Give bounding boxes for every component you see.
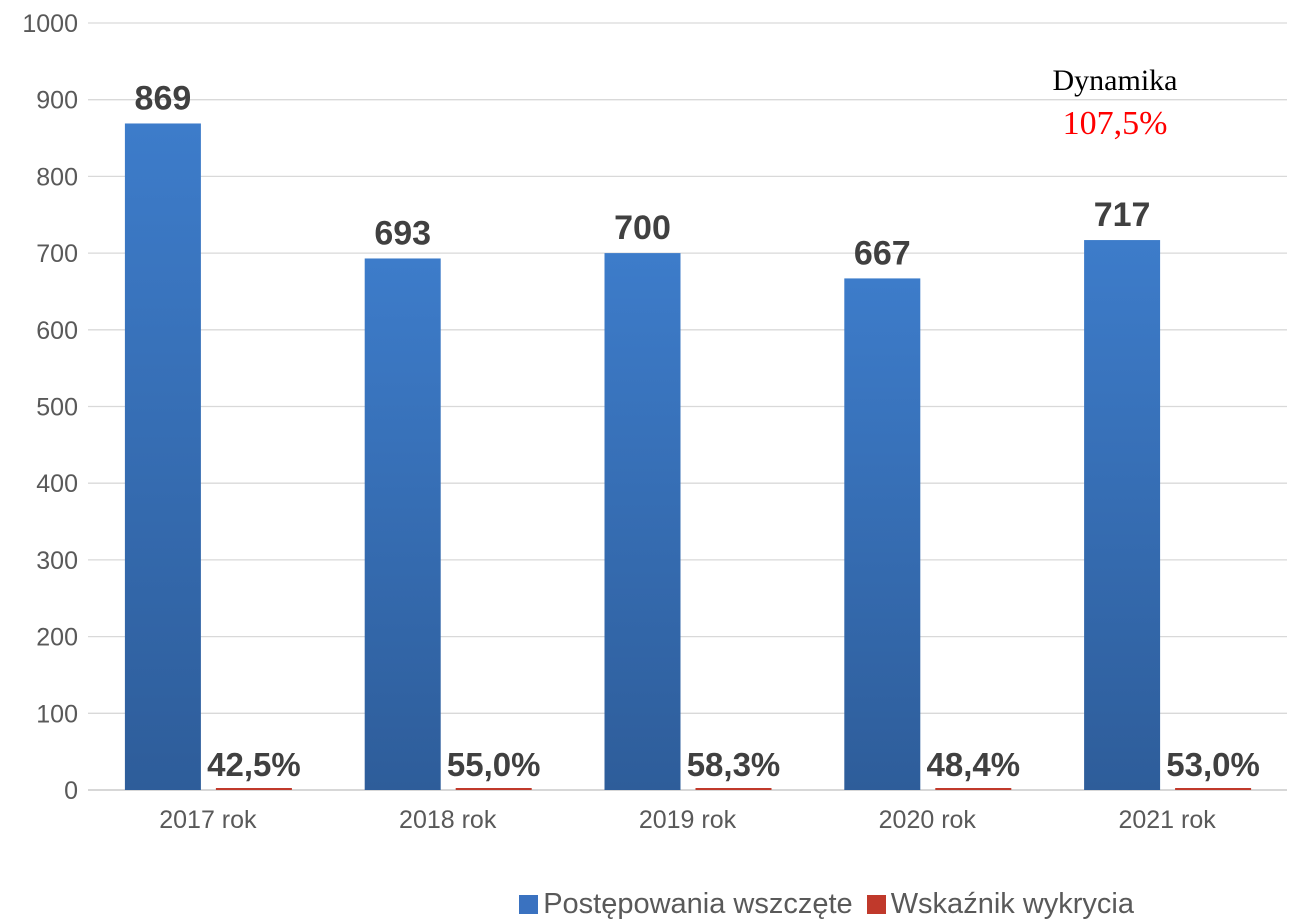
y-tick-label: 400 <box>36 470 78 498</box>
y-tick-label: 1000 <box>22 10 78 38</box>
x-tick-label: 2021 rok <box>1118 806 1216 834</box>
bar-detection-rate <box>455 788 532 790</box>
y-tick-label: 100 <box>36 700 78 728</box>
y-tick-label: 700 <box>36 240 78 268</box>
data-label-proceedings: 869 <box>135 79 192 117</box>
bar-proceedings <box>1084 240 1161 790</box>
data-label-detection-rate: 42,5% <box>207 746 301 783</box>
data-label-proceedings: 700 <box>614 209 671 247</box>
y-tick-label: 600 <box>36 317 78 345</box>
bars <box>124 123 1252 791</box>
data-label-detection-rate: 53,0% <box>1166 746 1260 783</box>
dynamics-title: Dynamika <box>1053 64 1178 97</box>
bar-detection-rate <box>935 788 1012 790</box>
data-labels: 869 42,5% 693 55,0% 700 58,3% 667 48,4% 717 53,0% <box>135 79 1260 783</box>
legend-label-detection-rate: Wskaźnik wykrycia <box>890 888 1134 920</box>
x-axis-tick-labels: 2017 rok 2018 rok 2019 rok 2020 rok 2021 rok <box>159 806 1216 834</box>
legend-item-proceedings: Postępowania wszczęte <box>519 888 853 921</box>
y-tick-label: 300 <box>36 547 78 575</box>
y-tick-label: 0 <box>64 777 78 805</box>
bar-detection-rate <box>1175 788 1252 790</box>
x-tick-label: 2020 rok <box>879 806 977 834</box>
bar-detection-rate <box>215 788 292 790</box>
data-label-proceedings: 717 <box>1094 196 1151 234</box>
data-label-detection-rate: 58,3% <box>687 746 781 783</box>
legend-label-proceedings: Postępowania wszczęte <box>543 888 853 920</box>
legend-item-detection-rate: Wskaźnik wykrycia <box>866 888 1134 921</box>
bar-detection-rate <box>695 788 772 790</box>
data-label-proceedings: 693 <box>374 214 431 252</box>
y-tick-label: 500 <box>36 394 78 422</box>
legend: Postępowania wszczęte Wskaźnik wykrycia <box>0 888 1289 921</box>
dynamics-annotation: Dynamika 107,5% <box>1053 64 1178 142</box>
data-label-detection-rate: 48,4% <box>927 746 1021 783</box>
x-tick-label: 2017 rok <box>159 806 257 834</box>
legend-swatch-detection-rate <box>866 895 886 914</box>
y-axis-tick-labels: 0 100 200 300 400 500 600 700 800 900 1000 <box>22 10 78 805</box>
gridlines <box>88 22 1287 791</box>
chart-canvas: 0 100 200 300 400 500 600 700 800 900 1000 869 42,5… <box>22 10 1287 834</box>
y-tick-label: 800 <box>36 163 78 191</box>
bar-proceedings <box>124 123 201 791</box>
data-label-proceedings: 667 <box>854 234 911 272</box>
bar-proceedings <box>364 258 441 790</box>
dynamics-value: 107,5% <box>1063 105 1168 142</box>
y-tick-label: 900 <box>36 87 78 115</box>
x-tick-label: 2018 rok <box>399 806 497 834</box>
x-tick-label: 2019 rok <box>639 806 737 834</box>
legend-swatch-proceedings <box>519 895 539 914</box>
bar-proceedings <box>844 278 921 790</box>
bar-proceedings <box>604 253 681 791</box>
y-tick-label: 200 <box>36 624 78 652</box>
data-label-detection-rate: 55,0% <box>447 746 541 783</box>
